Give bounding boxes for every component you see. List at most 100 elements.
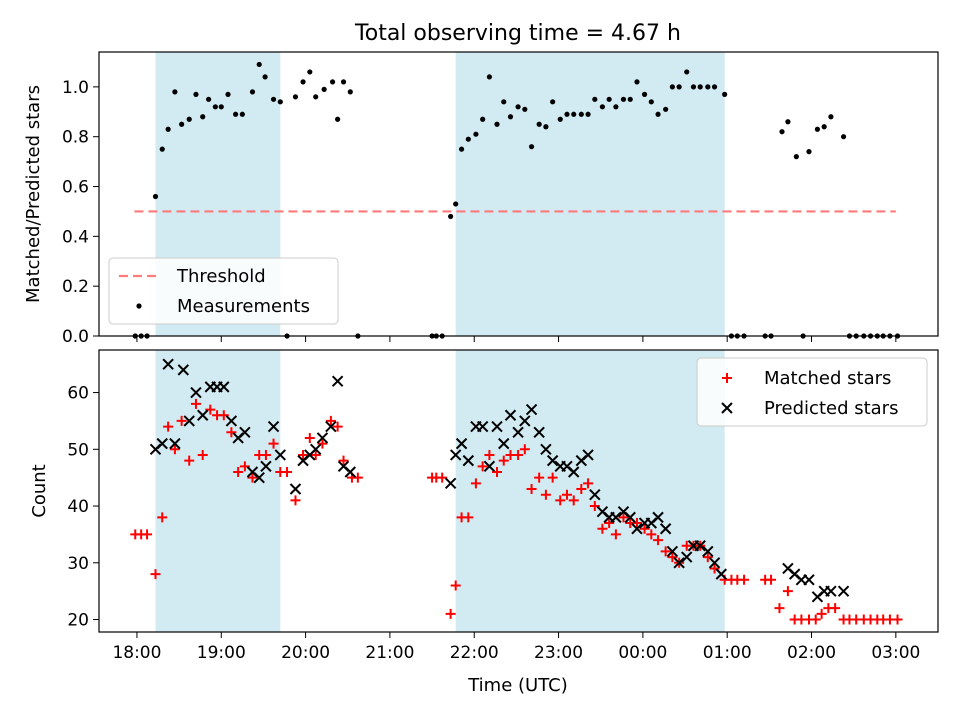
matched-stars-point — [534, 472, 545, 483]
predicted-stars-point — [476, 420, 489, 433]
predicted-stars-point — [197, 409, 209, 421]
predicted-stars-point — [708, 557, 721, 569]
x-tick-label: 20:00 — [281, 643, 330, 663]
y-tick-label: 30 — [67, 554, 89, 574]
predicted-stars-point — [289, 483, 302, 495]
measurement-point — [186, 116, 192, 122]
measurement-point — [165, 126, 171, 132]
matched-stars-point — [477, 461, 488, 472]
matched-stars-point — [463, 512, 474, 523]
measurement-point — [711, 84, 718, 90]
matched-stars-point — [150, 569, 161, 580]
matched-stars-point — [325, 415, 336, 426]
measurement-point — [225, 91, 231, 97]
matched-stars-point — [290, 495, 301, 506]
measurement-point — [785, 119, 791, 125]
predicted-stars-point — [309, 443, 322, 456]
legend-matched-swatch — [722, 373, 732, 383]
axes-frame — [98, 51, 939, 337]
predicted-stars-point — [803, 574, 815, 586]
x-tick-label: 18:00 — [112, 643, 161, 663]
predicted-stars-point — [533, 426, 545, 438]
matched-stars-point — [205, 404, 216, 415]
predicted-stars-point — [715, 568, 728, 580]
y-axis-label: Count — [29, 464, 50, 517]
matched-stars-point — [519, 444, 530, 455]
predicted-stars-point — [325, 420, 337, 433]
predicted-stars-point — [274, 449, 286, 461]
predicted-stars-point — [449, 449, 462, 461]
matched-stars-point — [639, 523, 650, 534]
predicted-stars-point — [673, 557, 685, 569]
measurement-point — [606, 96, 612, 102]
measurement-point — [779, 129, 785, 135]
predicted-stars-point — [681, 551, 693, 563]
measurement-point — [655, 111, 661, 117]
predicted-stars-point — [260, 460, 272, 473]
measurement-point — [793, 154, 799, 160]
y-tick-label: 0.4 — [62, 227, 89, 247]
measurement-point — [501, 99, 507, 105]
matched-stars-point — [197, 449, 208, 460]
matched-stars-point — [604, 518, 615, 529]
measurement-point — [840, 134, 847, 140]
x-tick-label: 19:00 — [197, 643, 246, 663]
measurement-point — [480, 116, 486, 122]
y-tick-label: 0.8 — [62, 128, 89, 148]
measurement-point — [270, 96, 277, 102]
matched-stars-point — [176, 415, 187, 426]
measurement-point — [536, 121, 542, 127]
matched-stars-point — [491, 466, 502, 477]
measurement-point — [507, 114, 514, 120]
measurement-point — [193, 91, 199, 97]
matched-stars-point — [739, 574, 750, 585]
matched-stars-point — [352, 472, 363, 483]
measurement-point — [522, 106, 528, 112]
matched-stars-point — [184, 455, 195, 466]
x-tick-label: 22:00 — [450, 643, 499, 663]
measurement-point — [239, 111, 245, 117]
measurement-point — [828, 114, 834, 120]
matched-stars-point — [298, 449, 309, 460]
matched-stars-point — [766, 574, 777, 585]
matched-stars-point — [450, 580, 461, 591]
measurement-point — [321, 86, 327, 92]
measurement-point — [347, 89, 353, 95]
measurement-point — [453, 201, 459, 207]
matched-stars-point — [332, 421, 343, 432]
predicted-stars-point — [190, 386, 202, 399]
measurement-point — [486, 74, 493, 80]
measurement-point — [550, 99, 556, 105]
predicted-stars-point — [344, 466, 356, 478]
measurement-point — [249, 89, 256, 95]
predicted-stars-point — [218, 381, 230, 393]
measurement-point — [557, 116, 563, 122]
measurement-point — [515, 104, 521, 110]
y-axis-label: Matched/Predicted stars — [23, 85, 44, 303]
predicted-stars-point — [624, 511, 636, 524]
matched-stars-point — [660, 546, 671, 557]
matched-stars-point — [157, 512, 168, 523]
measurement-point — [821, 124, 827, 130]
legend-measurements-swatch — [136, 303, 142, 309]
x-tick-label: 03:00 — [871, 643, 920, 663]
ratio-panel: 0.0 0.2 0.4 0.6 0.8 1.0 Matched/Predicted star… — [23, 51, 939, 347]
measurement-point — [722, 91, 728, 97]
measurement-point — [627, 96, 633, 102]
measurement-point — [262, 74, 268, 80]
matched-stars-point — [304, 432, 315, 443]
predicted-stars-point — [568, 466, 580, 478]
observing-window-band — [455, 52, 725, 336]
predicted-stars-point — [491, 420, 503, 433]
matched-stars-point — [498, 455, 509, 466]
predicted-stars-point — [253, 471, 265, 484]
matched-stars-point — [317, 438, 328, 449]
predicted-stars-point — [694, 540, 706, 552]
observing-window-band — [155, 350, 281, 632]
x-tick-label: 00:00 — [618, 643, 667, 663]
measurement-point — [473, 131, 479, 137]
predicted-stars-point — [316, 432, 329, 444]
matched-stars-point — [561, 489, 572, 500]
legend-box — [696, 357, 928, 427]
